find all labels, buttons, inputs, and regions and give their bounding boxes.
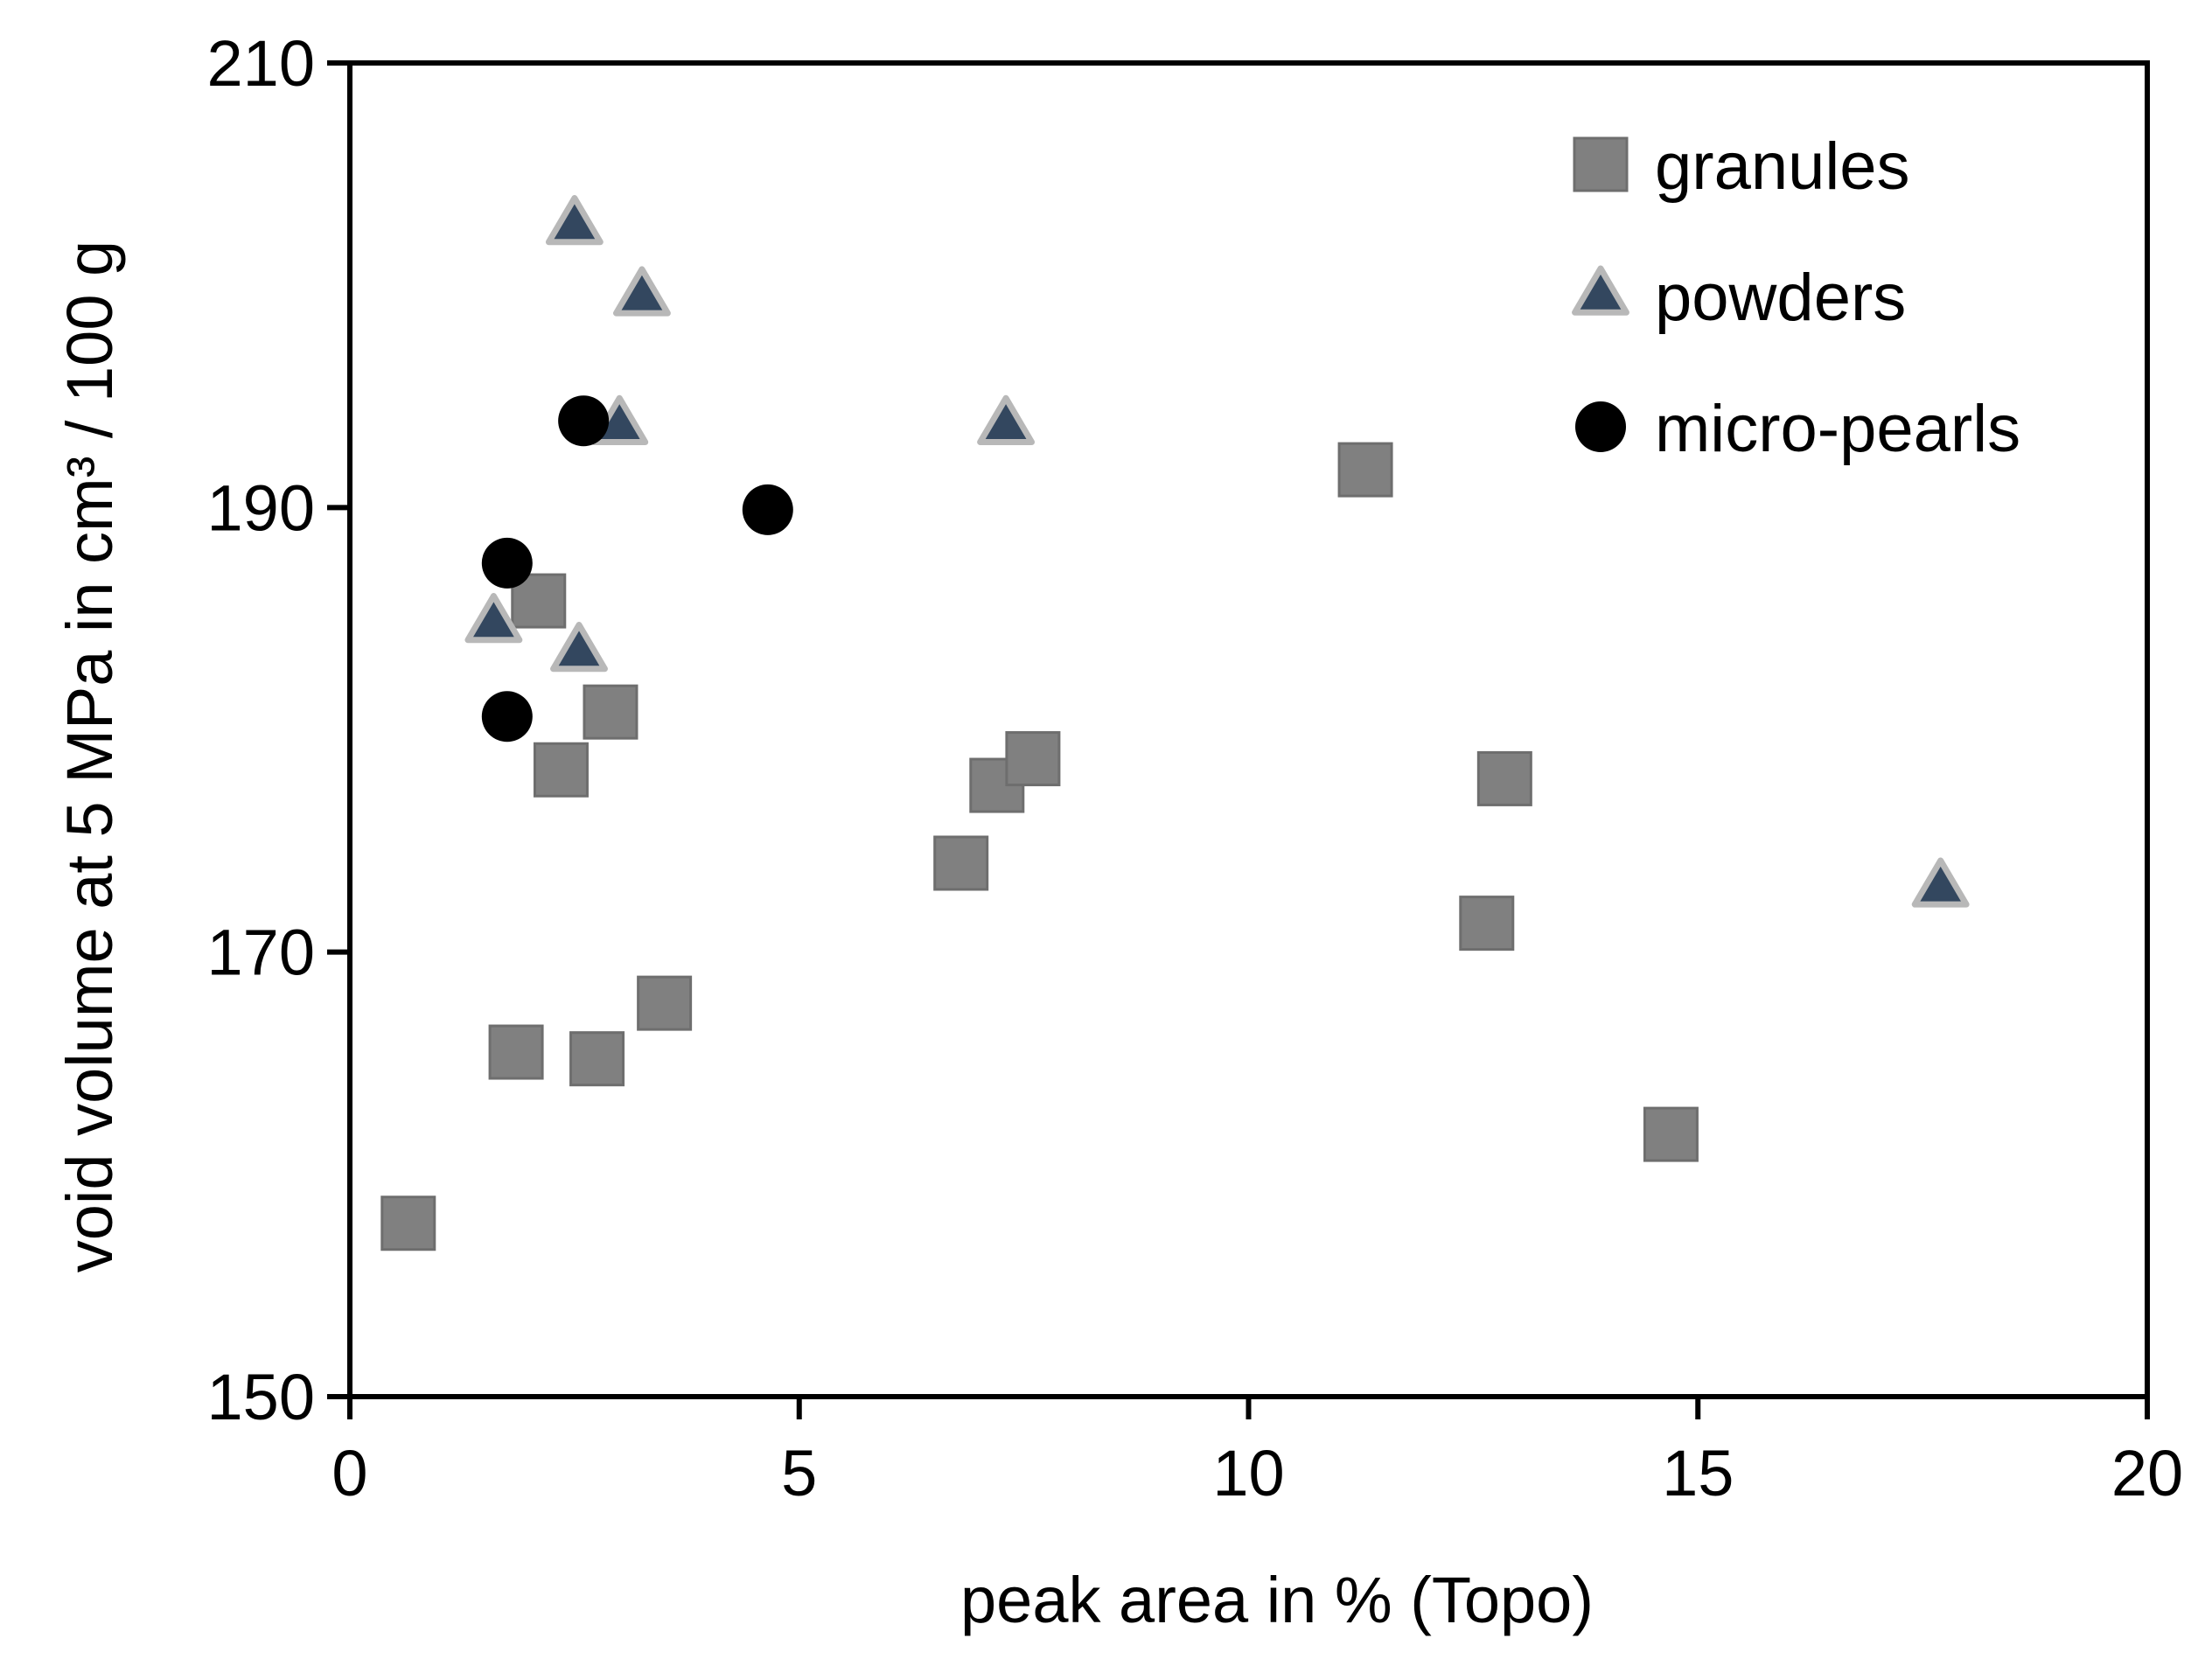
granules-point bbox=[1337, 442, 1393, 498]
x-tick-label: 5 bbox=[781, 1437, 817, 1509]
granules-point bbox=[637, 975, 693, 1031]
y-tick-label: 170 bbox=[207, 917, 315, 989]
legend-powders-marker bbox=[1572, 265, 1629, 316]
granules-point bbox=[583, 684, 638, 740]
y-tick-label: 190 bbox=[207, 471, 315, 544]
granules-point bbox=[1005, 731, 1061, 787]
granules-point bbox=[533, 742, 589, 798]
micro-pearls-point bbox=[558, 395, 610, 447]
y-tick-label: 150 bbox=[207, 1361, 315, 1433]
powders-point bbox=[1911, 857, 1970, 908]
powders-point bbox=[612, 266, 671, 317]
legend-micro-pearls-marker bbox=[1575, 401, 1626, 452]
x-tick-label: 15 bbox=[1662, 1437, 1734, 1509]
granules-point bbox=[511, 573, 567, 629]
x-axis: 0 5 10 15 20 bbox=[331, 1397, 2183, 1509]
powders-point bbox=[977, 394, 1036, 446]
granules-point bbox=[1459, 896, 1515, 952]
y-tick-label: 210 bbox=[207, 27, 315, 100]
x-tick-label: 20 bbox=[2111, 1437, 2183, 1509]
micro-pearls-point bbox=[481, 537, 533, 589]
granules-point bbox=[488, 1024, 544, 1080]
y-axis-title: void volume at 5 MPa in cm³ / 100 g bbox=[53, 240, 126, 1272]
powders-point bbox=[464, 593, 523, 644]
data-markers bbox=[380, 195, 1970, 1251]
granules-point bbox=[1643, 1106, 1699, 1162]
x-axis-title: peak area in % (Topo) bbox=[960, 1564, 1594, 1636]
granules-point bbox=[380, 1196, 436, 1251]
powders-point bbox=[550, 622, 608, 673]
micro-pearls-point bbox=[742, 484, 793, 535]
legend-micro-pearls-label: micro-pearls bbox=[1655, 392, 2020, 466]
granules-point bbox=[933, 835, 989, 891]
y-axis: 150 170 190 210 bbox=[207, 27, 350, 1433]
x-tick-label: 0 bbox=[331, 1437, 367, 1509]
x-tick-label: 10 bbox=[1212, 1437, 1284, 1509]
powders-point bbox=[545, 195, 604, 246]
granules-point bbox=[569, 1031, 625, 1087]
micro-pearls-point bbox=[481, 691, 533, 742]
legend: granules powders micro-pearls bbox=[1572, 129, 2020, 466]
legend-powders-label: powders bbox=[1655, 261, 1906, 335]
legend-granules-marker bbox=[1573, 136, 1629, 192]
legend-granules-label: granules bbox=[1655, 129, 1910, 204]
granules-point bbox=[1476, 750, 1532, 806]
